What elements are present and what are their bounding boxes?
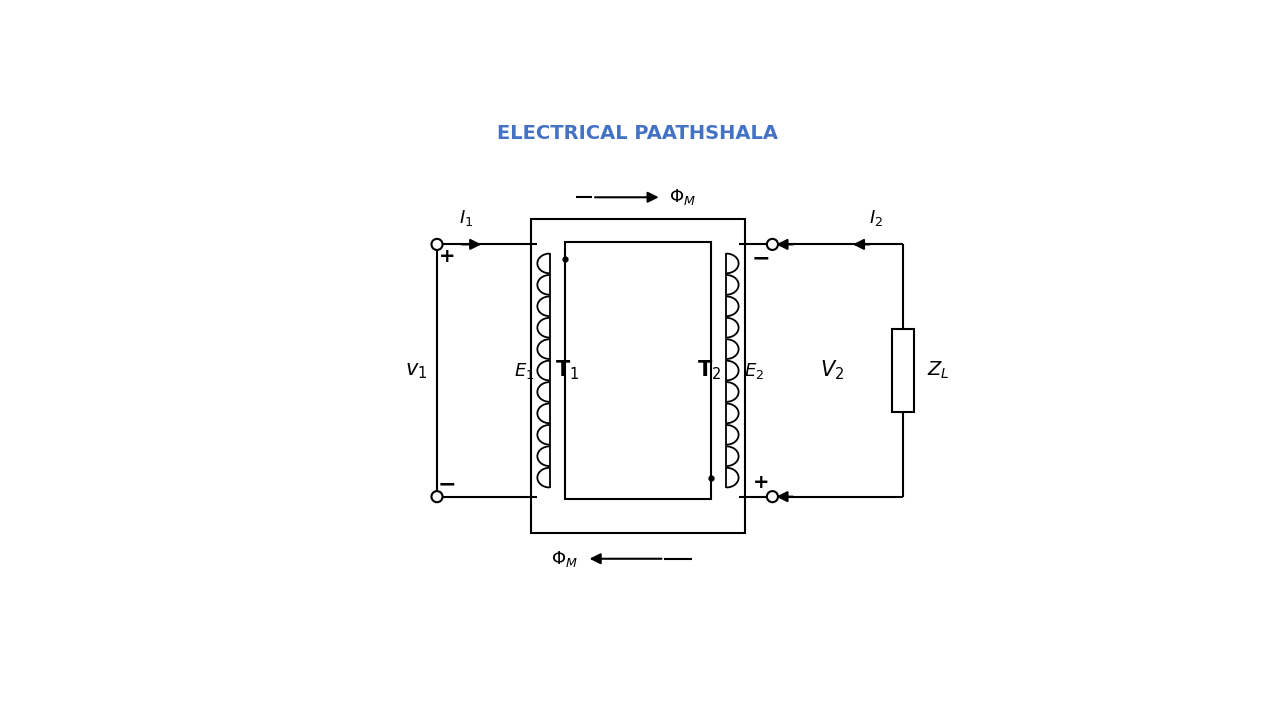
Circle shape — [767, 491, 778, 503]
Circle shape — [431, 239, 443, 250]
Text: $\mathit{E}_1$: $\mathit{E}_1$ — [515, 361, 534, 381]
Text: $\mathit{v}_1$: $\mathit{v}_1$ — [404, 361, 428, 381]
Bar — [531, 220, 745, 533]
Text: $\mathbf{T}_1$: $\mathbf{T}_1$ — [556, 359, 580, 382]
Circle shape — [431, 491, 443, 503]
Text: $\mathit{E}_2$: $\mathit{E}_2$ — [744, 361, 764, 381]
Text: $\mathbf{T}_2$: $\mathbf{T}_2$ — [696, 359, 721, 382]
Circle shape — [767, 239, 778, 250]
Text: $\Phi_M$: $\Phi_M$ — [668, 187, 695, 207]
Text: $\mathit{Z}_L$: $\mathit{Z}_L$ — [927, 360, 950, 381]
Text: ELECTRICAL PAATHSHALA: ELECTRICAL PAATHSHALA — [497, 124, 778, 143]
Text: −: − — [438, 474, 456, 495]
Text: −: − — [753, 248, 771, 269]
Text: $\Phi_M$: $\Phi_M$ — [550, 549, 577, 569]
Bar — [564, 242, 712, 500]
Text: +: + — [439, 247, 456, 266]
Bar — [892, 329, 914, 412]
Text: $\mathit{I}_1$: $\mathit{I}_1$ — [460, 208, 474, 228]
Text: $\mathit{I}_2$: $\mathit{I}_2$ — [869, 208, 883, 228]
Text: $\mathit{V}_2$: $\mathit{V}_2$ — [820, 359, 844, 382]
Text: +: + — [753, 473, 769, 492]
